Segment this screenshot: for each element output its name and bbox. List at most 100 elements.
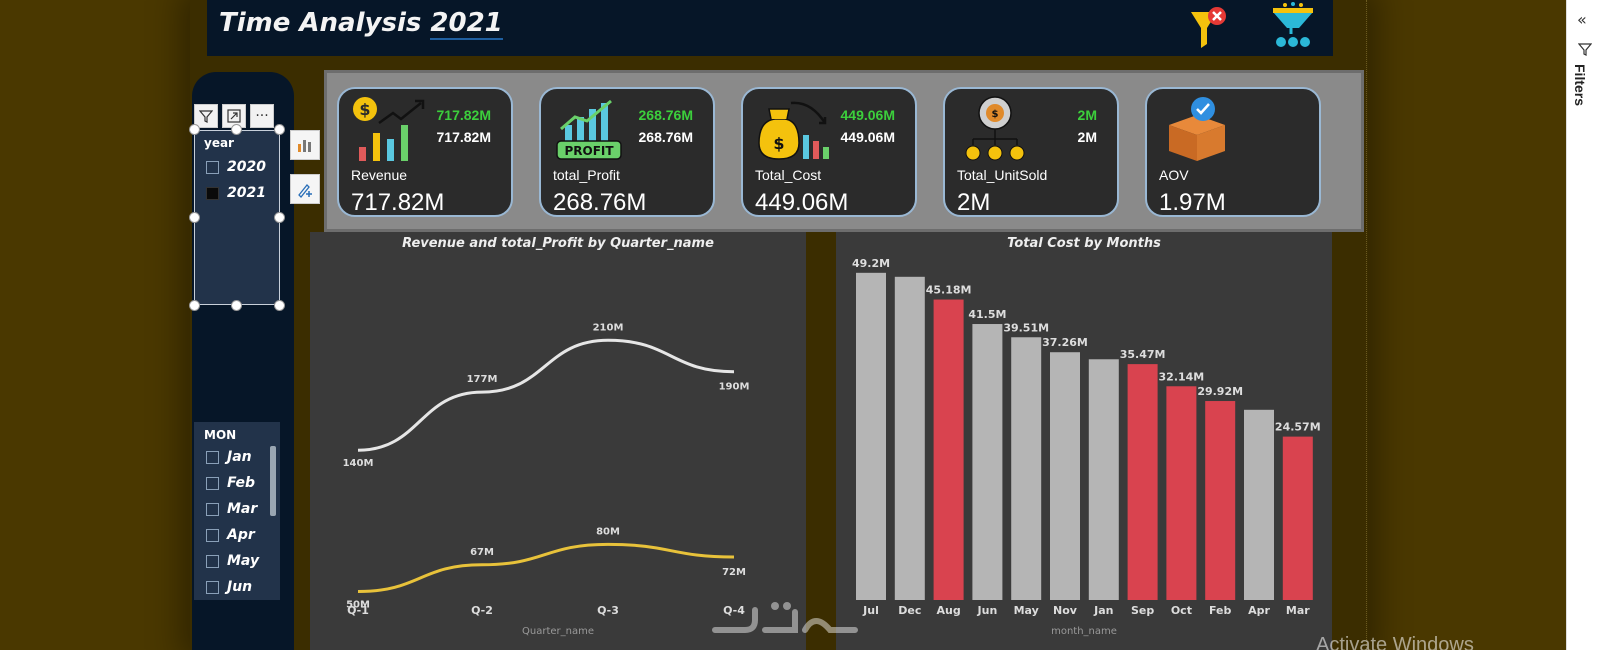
resize-handle[interactable] bbox=[274, 212, 285, 223]
bar-apr bbox=[1244, 409, 1274, 600]
kpi-card-aov: AOV 1.97M bbox=[1145, 87, 1321, 217]
kpi-value-green: 717.82M bbox=[436, 107, 491, 123]
x-tick-label: Q-1 bbox=[347, 604, 369, 617]
resize-handle[interactable] bbox=[231, 124, 242, 135]
more-options-icon[interactable]: ··· bbox=[250, 104, 274, 128]
data-label: 49.2M bbox=[852, 257, 890, 270]
resize-handle[interactable] bbox=[189, 212, 200, 223]
funnel-icon[interactable] bbox=[1267, 2, 1319, 52]
cost-icon: $ bbox=[758, 101, 829, 160]
x-tick-label: Oct bbox=[1171, 604, 1192, 617]
bar-aug bbox=[933, 299, 964, 600]
title-text: Time Analysis bbox=[219, 8, 422, 38]
month-option[interactable]: Apr bbox=[194, 522, 280, 548]
data-label: 32.14M bbox=[1159, 370, 1205, 383]
checkbox[interactable] bbox=[206, 476, 219, 490]
x-tick-label: Jul bbox=[862, 604, 879, 617]
data-label: 41.5M bbox=[968, 308, 1006, 321]
data-label: 24.57M bbox=[1275, 421, 1321, 434]
page-title: Time Analysis 2021 bbox=[219, 8, 503, 40]
clear-filter-icon[interactable] bbox=[1187, 4, 1227, 52]
month-option[interactable]: Jun bbox=[194, 574, 280, 600]
month-option[interactable]: Mar bbox=[194, 496, 280, 522]
bar-jan bbox=[1088, 359, 1119, 600]
activate-windows-watermark: Activate Windows bbox=[1316, 634, 1474, 650]
bar-feb bbox=[1205, 401, 1236, 600]
bar-chart-title: Total Cost by Months bbox=[1007, 236, 1161, 251]
data-label: 29.92M bbox=[1197, 385, 1243, 398]
checkbox[interactable] bbox=[206, 528, 219, 542]
x-tick-label: Feb bbox=[1209, 604, 1232, 617]
resize-handle[interactable] bbox=[189, 300, 200, 311]
line-chart-title: Revenue and total_Profit by Quarter_name bbox=[402, 236, 714, 251]
resize-handle[interactable] bbox=[189, 124, 200, 135]
line-chart-panel[interactable]: Revenue and total_Profit by Quarter_name… bbox=[310, 232, 806, 650]
resize-handle[interactable] bbox=[274, 300, 285, 311]
checkbox[interactable] bbox=[206, 580, 219, 594]
bar-chart-panel[interactable]: Total Cost by Months 49.2M Jul Dec 45.18M Au… bbox=[836, 232, 1332, 650]
title-year: 2021 bbox=[430, 8, 503, 40]
filters-pane[interactable]: « Filters bbox=[1566, 0, 1600, 650]
x-tick-label: Q-2 bbox=[471, 604, 493, 617]
series-line-0 bbox=[357, 338, 735, 452]
checkbox[interactable] bbox=[206, 160, 219, 174]
svg-text:$: $ bbox=[359, 100, 370, 119]
bar-nov bbox=[1050, 352, 1080, 600]
x-tick-label: Apr bbox=[1248, 604, 1270, 617]
month-option-label: Apr bbox=[227, 527, 255, 543]
kpi-value-white: 268.76M bbox=[638, 129, 693, 145]
year-slicer: year 2020 2021 bbox=[194, 130, 280, 305]
month-option-label: Feb bbox=[227, 475, 255, 491]
data-label: 210M bbox=[593, 322, 624, 333]
kpi-label: total_Profit bbox=[553, 167, 620, 183]
checkbox[interactable] bbox=[206, 186, 219, 200]
checkbox[interactable] bbox=[206, 450, 219, 464]
kpi-value-white: 2M bbox=[1077, 129, 1097, 145]
x-tick-label: Sep bbox=[1131, 604, 1154, 617]
x-tick-label: Dec bbox=[898, 604, 921, 617]
month-option[interactable]: May bbox=[194, 548, 280, 574]
kpi-label: Total_UnitSold bbox=[957, 167, 1048, 183]
aov-box-icon bbox=[1169, 97, 1225, 161]
collapse-chevron-icon[interactable]: « bbox=[1577, 10, 1587, 29]
year-option-label: 2021 bbox=[227, 185, 266, 201]
kpi-big-value: 1.97M bbox=[1159, 189, 1226, 216]
filters-pane-label: Filters bbox=[1572, 64, 1588, 107]
year-option-2020[interactable]: 2020 bbox=[194, 154, 280, 180]
data-label: 72M bbox=[722, 567, 746, 578]
year-option-2021[interactable]: 2021 bbox=[194, 180, 280, 206]
checkbox[interactable] bbox=[206, 502, 219, 516]
series-line-1 bbox=[357, 542, 735, 593]
x-tick-label: Q-4 bbox=[723, 604, 745, 617]
bar-oct bbox=[1166, 386, 1197, 600]
kpi-strip: $ 717.82M 717.82M Revenue 717.82M PROFIT… bbox=[324, 70, 1364, 232]
month-option[interactable]: Jan bbox=[194, 444, 280, 470]
checkbox[interactable] bbox=[206, 554, 219, 568]
kpi-big-value: 2M bbox=[957, 189, 991, 216]
canvas-edge bbox=[1366, 0, 1367, 650]
format-paint-icon[interactable] bbox=[290, 174, 320, 204]
x-axis-title: Quarter_name bbox=[522, 626, 594, 637]
kpi-card-units: $ 2M 2M Total_UnitSold 2M bbox=[943, 87, 1119, 217]
svg-text:PROFIT: PROFIT bbox=[564, 144, 614, 158]
kpi-label: Revenue bbox=[351, 167, 408, 183]
month-option[interactable]: Feb bbox=[194, 470, 280, 496]
x-tick-label: Q-3 bbox=[597, 604, 619, 617]
x-tick-label: Mar bbox=[1286, 604, 1310, 617]
chart-type-icon[interactable] bbox=[290, 130, 320, 160]
bar-jun bbox=[972, 324, 1003, 600]
bar-dec bbox=[894, 276, 925, 600]
data-label: 35.47M bbox=[1120, 348, 1166, 361]
resize-handle[interactable] bbox=[231, 300, 242, 311]
resize-handle[interactable] bbox=[274, 124, 285, 135]
kpi-big-value: 717.82M bbox=[351, 189, 445, 216]
kpi-big-value: 268.76M bbox=[553, 189, 647, 216]
filter-icon[interactable] bbox=[194, 104, 218, 128]
year-option-label: 2020 bbox=[227, 159, 266, 175]
revenue-icon: $ bbox=[353, 97, 425, 161]
kpi-value-white: 449.06M bbox=[840, 129, 895, 145]
slicer-scrollbar[interactable] bbox=[270, 446, 276, 516]
bar-mar bbox=[1282, 436, 1313, 600]
bar-sep bbox=[1127, 364, 1158, 600]
month-option-label: May bbox=[227, 553, 260, 569]
